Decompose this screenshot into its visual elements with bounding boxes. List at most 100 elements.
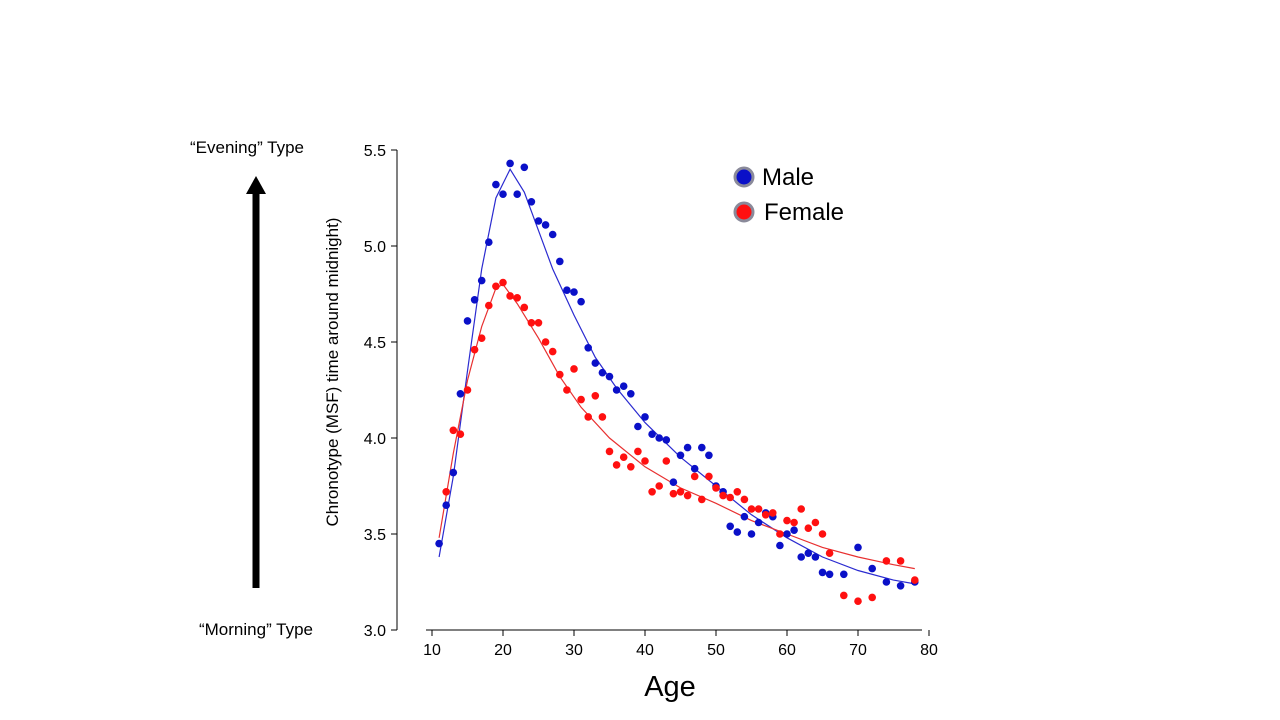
x-tick-label: 80 (920, 642, 938, 659)
x-axis-label: Age (644, 671, 696, 703)
x-tick-label: 10 (423, 642, 441, 659)
female-data-point (797, 505, 805, 513)
y-tick-label: 3.5 (364, 527, 386, 544)
female-data-point (769, 509, 777, 517)
legend-item-female: Female (733, 199, 844, 226)
male-data-point (776, 541, 784, 550)
female-data-point (726, 493, 734, 502)
female-data-point (513, 294, 521, 302)
female-data-point (818, 530, 827, 538)
data-points (435, 159, 919, 605)
morning-type-label: “Morning” Type (199, 620, 313, 639)
male-data-point (591, 359, 600, 367)
y-axis: 3.0 3.5 4.0 4.5 5.0 5.5 (364, 143, 398, 640)
female-data-point (761, 511, 770, 519)
male-data-point (563, 286, 571, 295)
male-data-point (435, 539, 443, 548)
male-data-point (790, 526, 798, 534)
male-data-point (683, 443, 692, 452)
y-tick-label: 4.0 (364, 431, 386, 448)
legend-male-marker (733, 166, 755, 188)
female-data-point (790, 518, 798, 527)
trend-lines (438, 167, 915, 585)
female-data-point (740, 495, 749, 504)
male-trend-line (438, 167, 915, 585)
male-data-point (754, 518, 763, 527)
female-data-point (563, 386, 571, 394)
female-data-point (811, 518, 820, 527)
male-data-point (669, 478, 678, 487)
x-tick-label: 60 (778, 642, 796, 659)
legend-female-marker (733, 201, 755, 223)
male-data-point (492, 180, 500, 189)
male-data-point (818, 568, 827, 577)
male-data-point (840, 570, 848, 579)
female-data-point (719, 491, 727, 500)
female-data-point (534, 319, 543, 327)
female-data-point (648, 488, 656, 496)
female-data-point (754, 505, 763, 513)
male-data-point (556, 257, 564, 266)
chronotype-direction-annotation: “Evening” Type “Morning” Type (190, 138, 313, 639)
male-data-point (882, 578, 891, 586)
female-data-point (854, 597, 862, 605)
legend: Male Female (733, 164, 844, 226)
female-data-point (463, 386, 472, 394)
male-data-point (783, 530, 791, 538)
female-data-point (477, 334, 486, 343)
female-data-point (868, 593, 876, 602)
male-data-point (477, 276, 486, 285)
female-data-point (619, 453, 628, 462)
female-data-point (598, 413, 607, 421)
male-data-point (868, 564, 876, 573)
female-data-point (641, 457, 649, 465)
female-data-point (520, 303, 529, 312)
female-series (442, 278, 919, 605)
male-data-point (605, 372, 614, 381)
male-data-point (584, 344, 592, 352)
female-data-point (882, 557, 891, 565)
female-data-point (783, 516, 791, 525)
male-data-point (740, 512, 749, 521)
female-data-point (776, 530, 784, 538)
male-data-point (733, 528, 742, 536)
x-axis: 10 20 30 40 50 60 70 80 (423, 629, 938, 659)
female-data-point (527, 319, 536, 327)
male-data-point (641, 413, 649, 421)
female-data-point (456, 430, 465, 439)
x-tick-label: 70 (849, 642, 867, 659)
female-data-point (634, 447, 642, 456)
y-tick-label: 4.5 (364, 335, 386, 352)
female-data-point (669, 489, 678, 498)
female-data-point (449, 426, 458, 435)
male-data-point (726, 522, 734, 531)
female-data-point (470, 345, 479, 354)
female-data-point (825, 549, 834, 557)
evening-type-label: “Evening” Type (190, 138, 304, 157)
male-data-point (811, 553, 820, 561)
male-data-point (456, 390, 465, 398)
male-data-point (506, 159, 514, 168)
female-data-point (705, 472, 713, 481)
female-data-point (627, 463, 635, 471)
male-data-point (854, 543, 862, 552)
x-tick-label: 40 (636, 642, 654, 659)
legend-female-label: Female (764, 199, 844, 226)
male-series (435, 159, 919, 590)
x-tick-label: 20 (494, 642, 512, 659)
x-tick-label: 50 (707, 642, 725, 659)
male-data-point (520, 163, 529, 172)
female-data-point (655, 482, 663, 490)
male-data-point (705, 451, 713, 460)
male-data-point (463, 317, 472, 325)
male-data-point (470, 296, 479, 304)
female-data-point (605, 447, 614, 456)
male-data-point (627, 390, 635, 398)
male-data-point (797, 553, 805, 561)
male-data-point (747, 530, 756, 538)
male-data-point (570, 288, 578, 296)
male-data-point (485, 238, 493, 246)
female-data-point (556, 370, 564, 379)
female-data-point (612, 461, 621, 469)
